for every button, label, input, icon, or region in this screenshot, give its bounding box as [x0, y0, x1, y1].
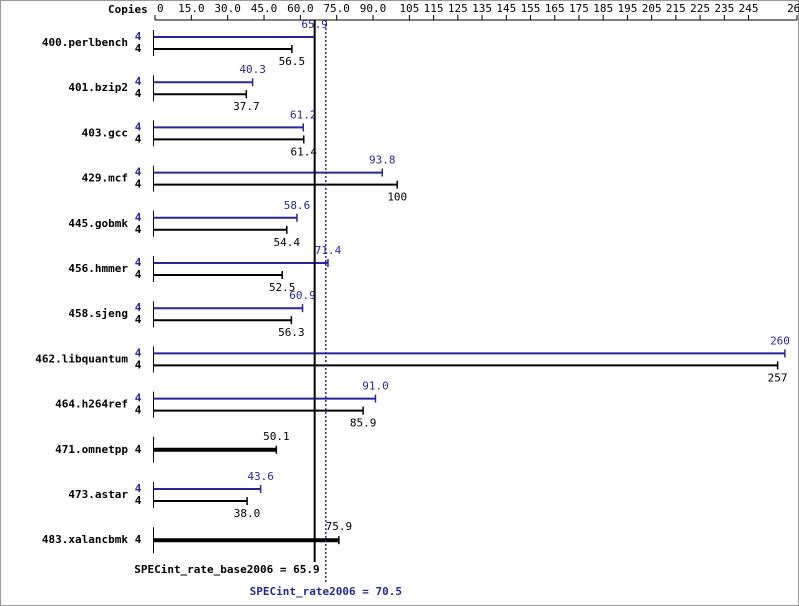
value-label: 43.6	[247, 470, 274, 483]
x-tick-label: 205	[642, 2, 662, 15]
copies-label: 4	[135, 301, 142, 314]
copies-label: 4	[135, 87, 142, 100]
x-tick-label: 155	[521, 2, 541, 15]
x-tick-label: 15.0	[178, 2, 205, 15]
x-tick-label: 175	[569, 2, 589, 15]
category-label: 473.astar	[68, 488, 128, 501]
value-label: 52.5	[269, 281, 296, 294]
category-label: 429.mcf	[82, 172, 128, 185]
x-tick-label: 165	[545, 2, 565, 15]
x-tick-label: 145	[496, 2, 516, 15]
value-label: 58.6	[284, 199, 311, 212]
value-label: 54.4	[274, 236, 301, 249]
copies-label: 4	[135, 268, 142, 281]
value-label: 257	[768, 371, 788, 384]
copies-label: 4	[135, 494, 142, 507]
copies-label: 4	[135, 443, 142, 456]
value-label: 56.5	[279, 55, 306, 68]
copies-label: 4	[135, 256, 142, 269]
x-tick-label: 185	[593, 2, 613, 15]
x-tick-label: 45.0	[251, 2, 278, 15]
x-tick-label: 195	[617, 2, 637, 15]
copies-label: 4	[135, 75, 142, 88]
value-label: 50.1	[263, 430, 290, 443]
x-tick-label: 0	[157, 2, 164, 15]
reference-label: SPECint_rate_base2006 = 65.9	[134, 563, 319, 576]
copies-label: 4	[135, 482, 142, 495]
x-tick-label: 235	[714, 2, 734, 15]
value-label: 60.9	[289, 289, 316, 302]
x-tick-label: 90.0	[360, 2, 387, 15]
category-label: 483.xalancbmk	[42, 533, 128, 546]
copies-label: 4	[135, 166, 142, 179]
copies-label: 4	[135, 313, 142, 326]
copies-label: 4	[135, 211, 142, 224]
x-tick-label: 245	[739, 2, 759, 15]
copies-label: 4	[135, 223, 142, 236]
x-tick-label: 115	[424, 2, 444, 15]
value-label: 71.4	[315, 244, 342, 257]
copies-label: 4	[135, 120, 142, 133]
x-tick-label: 125	[448, 2, 468, 15]
value-label: 61.2	[290, 108, 317, 121]
category-label: 458.sjeng	[68, 307, 128, 320]
copies-label: 4	[135, 392, 142, 405]
copies-label: 4	[135, 30, 142, 43]
value-label: 40.3	[239, 63, 266, 76]
copies-label: 4	[135, 346, 142, 359]
copies-label: 4	[135, 42, 142, 55]
value-label: 100	[387, 191, 407, 204]
value-label: 75.9	[326, 520, 353, 533]
value-label: 56.3	[278, 326, 305, 339]
value-label: 260	[770, 334, 790, 347]
x-tick-label: 135	[472, 2, 492, 15]
x-tick-label: 225	[690, 2, 710, 15]
value-label: 37.7	[233, 100, 260, 113]
category-label: 456.hmmer	[68, 262, 128, 275]
value-label: 91.0	[362, 380, 389, 393]
category-label: 401.bzip2	[68, 81, 128, 94]
copies-label: 4	[135, 178, 142, 191]
axis-label: Copies	[108, 3, 148, 16]
value-label: 61.4	[291, 145, 318, 158]
copies-label: 4	[135, 132, 142, 145]
x-tick-label: 75.0	[323, 2, 350, 15]
category-label: 445.gobmk	[68, 217, 128, 230]
value-label: 38.0	[234, 507, 261, 520]
copies-label: 4	[135, 533, 142, 546]
category-label: 471.omnetpp	[55, 443, 128, 456]
x-tick-label: 105	[399, 2, 419, 15]
copies-label: 4	[135, 404, 142, 417]
value-label: 93.8	[369, 154, 396, 167]
copies-label: 4	[135, 358, 142, 371]
x-tick-label: 30.0	[214, 2, 241, 15]
x-tick-label: 60.0	[287, 2, 314, 15]
x-tick-label: 265	[787, 2, 799, 15]
category-label: 403.gcc	[82, 126, 128, 139]
category-label: 400.perlbench	[42, 36, 128, 49]
reference-label: SPECint_rate2006 = 70.5	[250, 585, 402, 598]
x-tick-label: 215	[666, 2, 686, 15]
value-label: 85.9	[350, 417, 377, 430]
category-label: 462.libquantum	[35, 352, 128, 365]
category-label: 464.h264ref	[55, 398, 128, 411]
